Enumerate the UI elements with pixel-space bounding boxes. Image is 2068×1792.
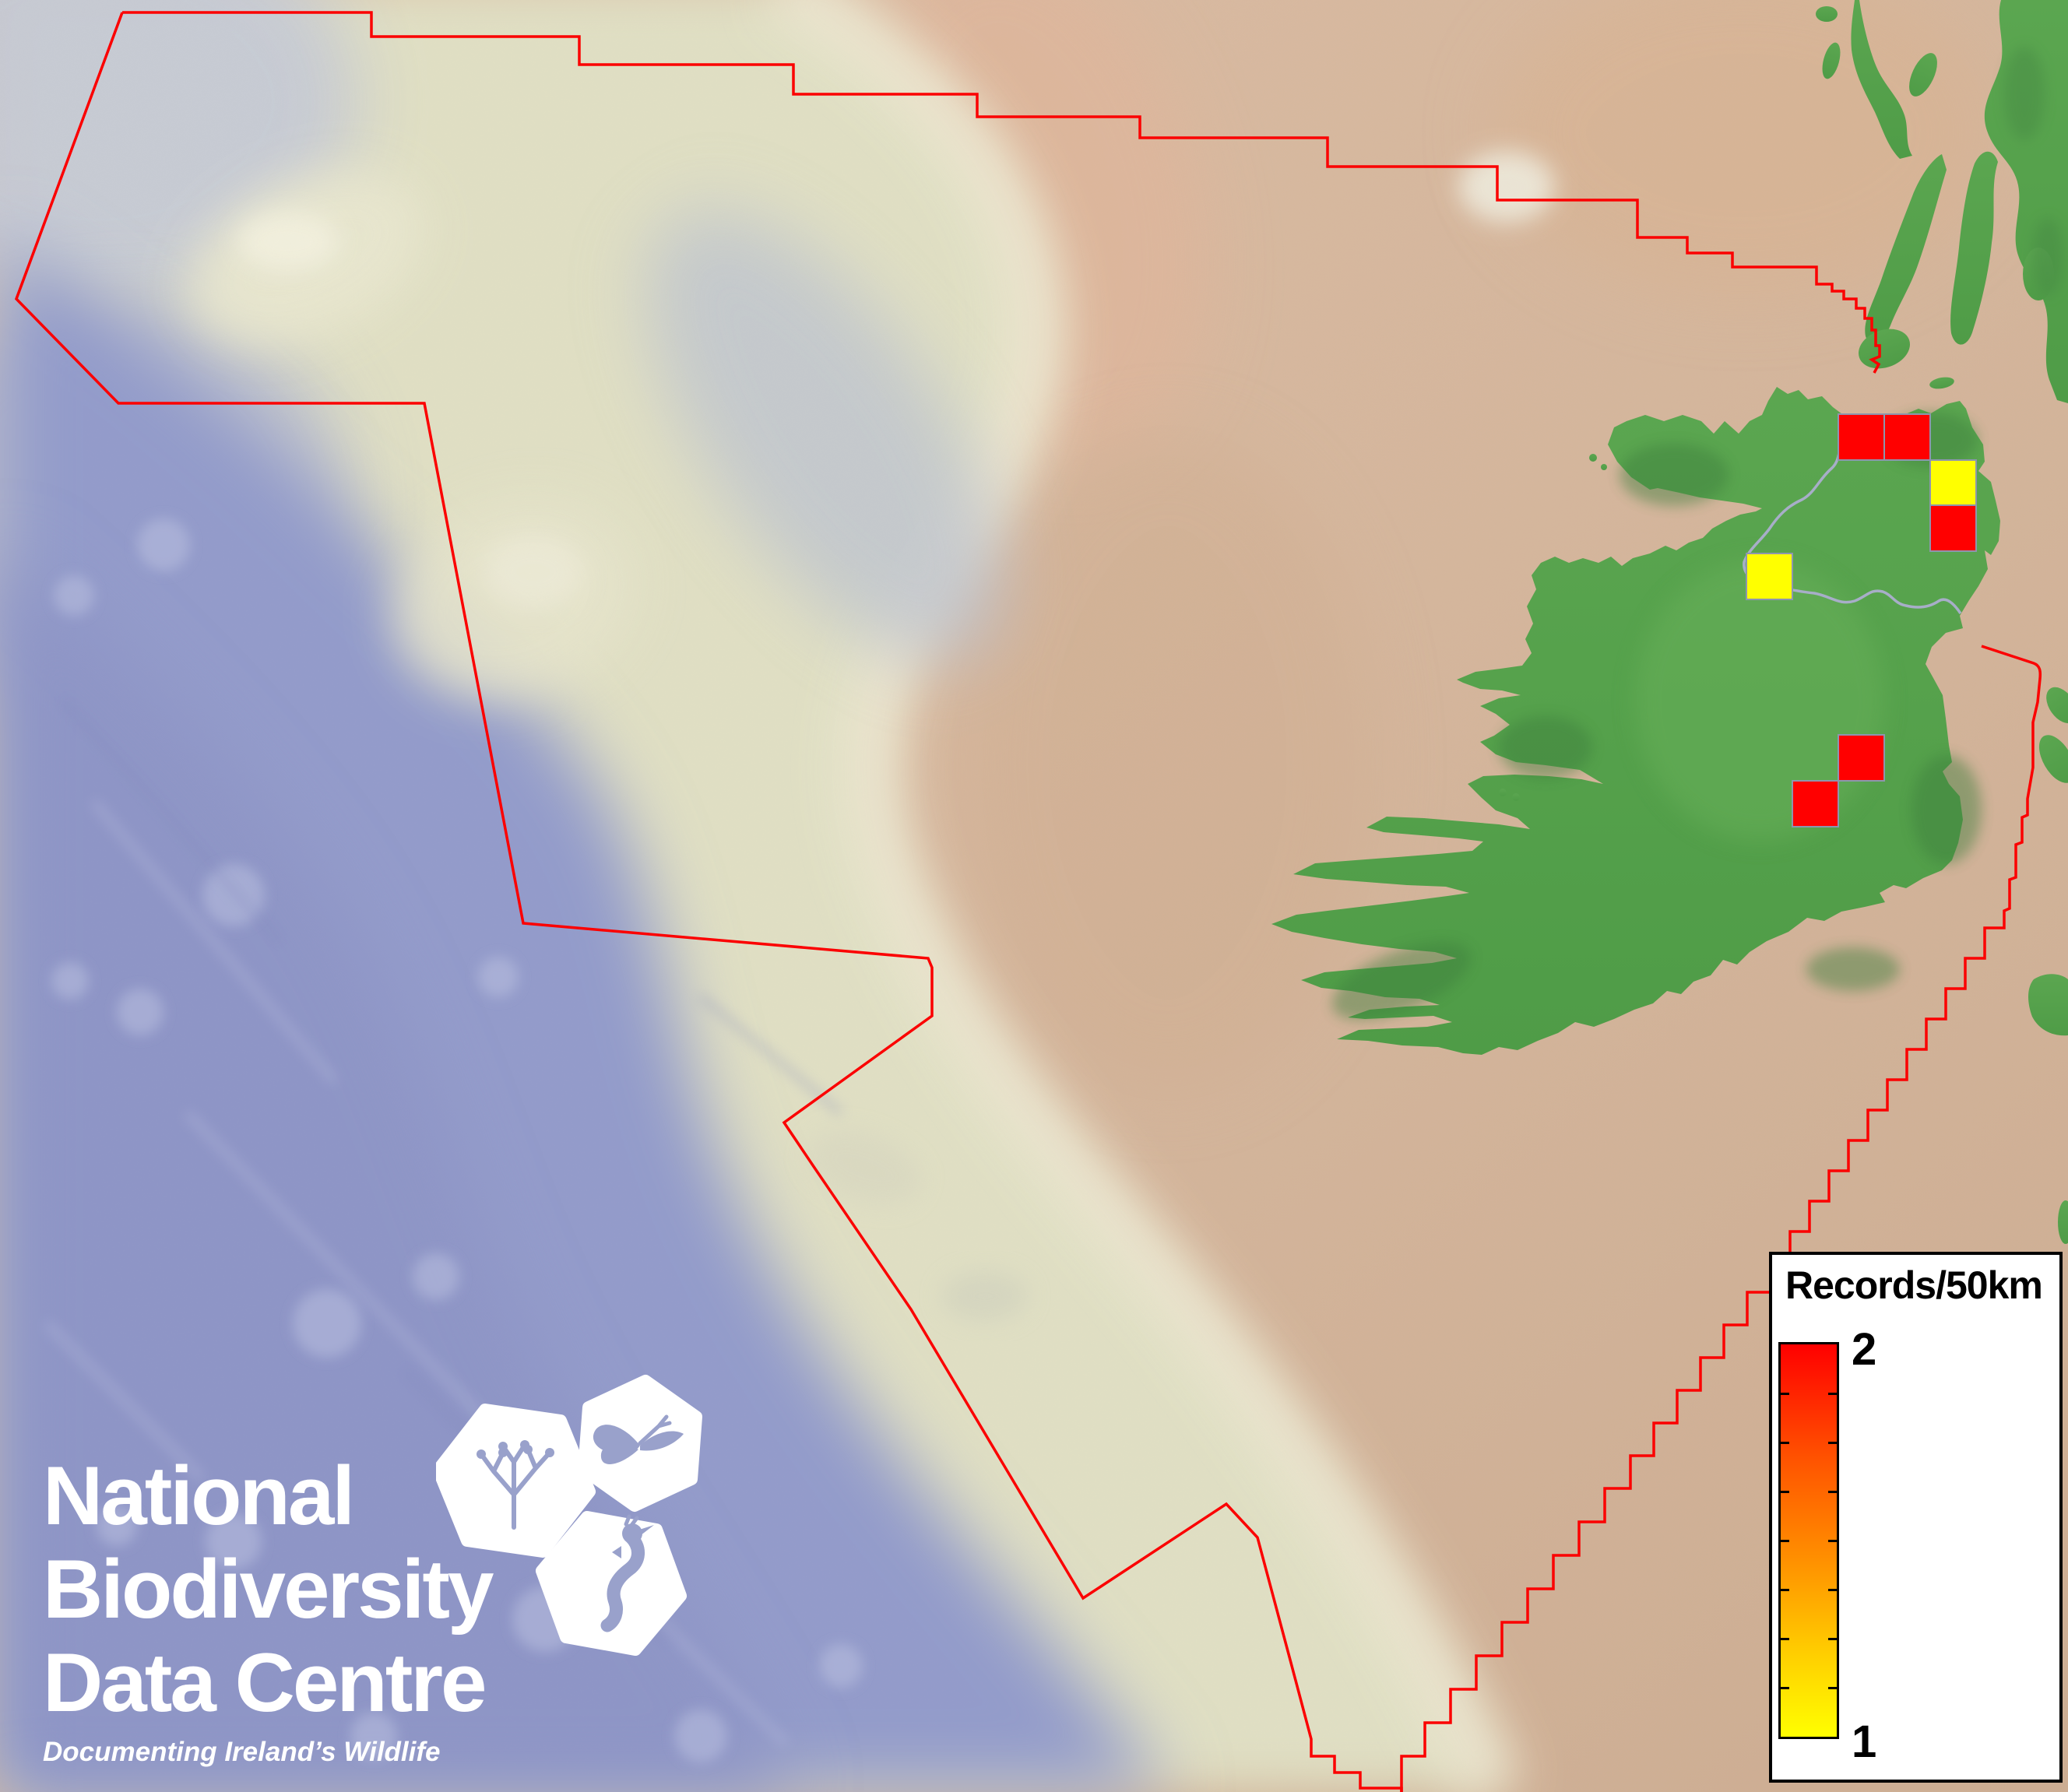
colorbar-tick (1828, 1589, 1837, 1591)
legend-title: Records/50km (1785, 1263, 2043, 1307)
colorbar-tick (1781, 1589, 1789, 1591)
legend-min-label: 1 (1852, 1716, 1877, 1767)
colorbar-tick (1828, 1638, 1837, 1640)
colorbar-tick (1781, 1540, 1789, 1542)
colorbar-tick (1828, 1393, 1837, 1395)
seahorse-icon (536, 1511, 687, 1656)
grid-cell[interactable] (1838, 413, 1885, 461)
grid-cell[interactable] (1883, 413, 1931, 461)
record-cells (1746, 413, 1977, 827)
colorbar-tick (1781, 1638, 1789, 1640)
logo-tagline: Documenting Ireland’s Wildlife (43, 1737, 441, 1768)
colorbar-tick (1828, 1687, 1837, 1689)
landmasses (1271, 0, 2068, 1244)
logo-line-1: National (43, 1449, 355, 1542)
plant-icon (436, 1404, 596, 1558)
boundary-west-line (14, 12, 1403, 1792)
boundary-east-line (1400, 645, 2042, 1792)
butterfly-icon (578, 1375, 702, 1512)
logo-line-3: Data Centre (43, 1635, 487, 1729)
scotland-landmass (1816, 0, 2068, 403)
legend-colorbar (1778, 1342, 1839, 1739)
ireland-landmass (1271, 387, 2000, 1055)
grid-cell[interactable] (1929, 504, 1977, 552)
logo-hexagons (436, 1375, 702, 1656)
colorbar-tick (1828, 1491, 1837, 1493)
grid-cell[interactable] (1746, 553, 1793, 600)
colorbar-tick (1828, 1442, 1837, 1444)
colorbar-tick (1781, 1491, 1789, 1493)
colorbar-tick (1781, 1393, 1789, 1395)
grid-cell[interactable] (1792, 780, 1839, 827)
grid-cell[interactable] (1929, 459, 1977, 507)
small-islands (1499, 377, 2068, 1244)
colorbar-tick (1828, 1540, 1837, 1542)
designated-area-boundary (14, 11, 2042, 1792)
colorbar-tick (1781, 1687, 1789, 1689)
nbdc-logo: National Biodiversity Data Centre Docume… (43, 1375, 806, 1768)
legend-panel: Records/50km 2 1 (1769, 1252, 2063, 1783)
legend-max-label: 2 (1852, 1324, 1877, 1375)
colorbar-tick (1781, 1442, 1789, 1444)
grid-cell[interactable] (1838, 734, 1885, 782)
logo-line-2: Biodiversity (43, 1541, 494, 1636)
boundary-north-line (122, 11, 1881, 374)
